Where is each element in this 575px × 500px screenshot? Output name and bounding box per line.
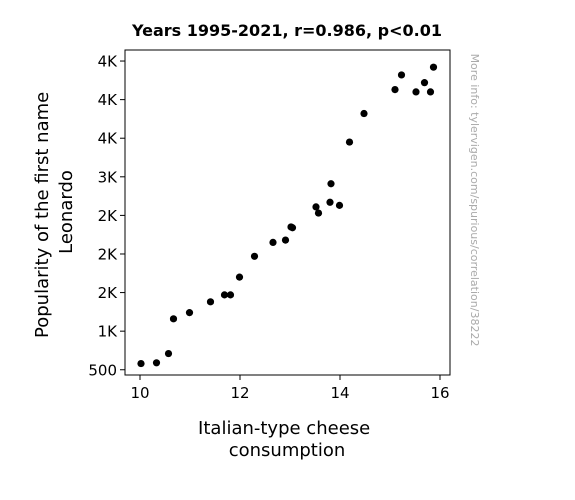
x-axis-label: Italian-type cheese consumption (198, 418, 376, 461)
data-point (226, 291, 235, 299)
x-tick-label: 16 (430, 384, 449, 402)
data-point (397, 71, 406, 79)
y-axis: 500 1K 2K 2K 2K 3K 4K 4K 4K (88, 53, 125, 379)
data-point (335, 201, 344, 209)
y-tick-label: 2K (98, 245, 119, 263)
y-axis-label-line-1: Popularity of the first name (32, 92, 53, 338)
data-point (269, 238, 277, 247)
chart-title: Years 1995-2021, r=0.986, p<0.01 (131, 21, 442, 40)
y-tick-label: 4K (98, 130, 119, 148)
x-tick-label: 10 (130, 384, 149, 402)
data-point (281, 236, 290, 244)
data-point (429, 63, 438, 71)
source-note: More info: tylervigen.com/spurious/corre… (468, 54, 481, 347)
x-tick-label: 14 (330, 384, 349, 402)
data-point (137, 359, 145, 368)
data-point (220, 291, 229, 299)
y-tick-label: 3K (98, 168, 119, 186)
x-tick-label: 12 (230, 384, 249, 402)
data-point (312, 203, 320, 211)
y-tick-label: 2K (98, 284, 119, 302)
data-point (250, 252, 259, 260)
data-point (206, 298, 215, 306)
y-tick-label: 1K (98, 323, 119, 341)
y-axis-label-line-2: Leonardo (56, 170, 77, 254)
data-point (169, 315, 178, 323)
y-tick-label: 2K (98, 207, 119, 225)
data-point (327, 180, 335, 188)
data-point (288, 224, 297, 232)
y-tick-label: 500 (88, 361, 117, 379)
data-point (391, 85, 399, 94)
plot-frame (124, 49, 451, 376)
y-tick-label: 4K (98, 91, 119, 109)
data-point (360, 109, 368, 118)
data-point (412, 88, 420, 96)
data-point (314, 209, 323, 217)
data-point (426, 88, 435, 96)
data-points (137, 63, 438, 368)
data-point (326, 198, 334, 206)
y-axis-label: Popularity of the first name Leonardo (32, 86, 77, 338)
plot-area: 10 12 14 16 500 1K 2K 2K 2K 3K 4K 4K 4K (88, 49, 451, 402)
x-axis: 10 12 14 16 (130, 375, 450, 402)
x-axis-label-line-1: Italian-type cheese (198, 418, 370, 439)
x-axis-label-line-2: consumption (229, 440, 346, 461)
data-point (185, 309, 194, 317)
data-point (420, 79, 429, 87)
data-point (345, 138, 354, 146)
data-point (152, 359, 161, 367)
data-point (235, 273, 244, 281)
data-point (164, 349, 173, 358)
y-tick-label: 4K (98, 53, 119, 71)
